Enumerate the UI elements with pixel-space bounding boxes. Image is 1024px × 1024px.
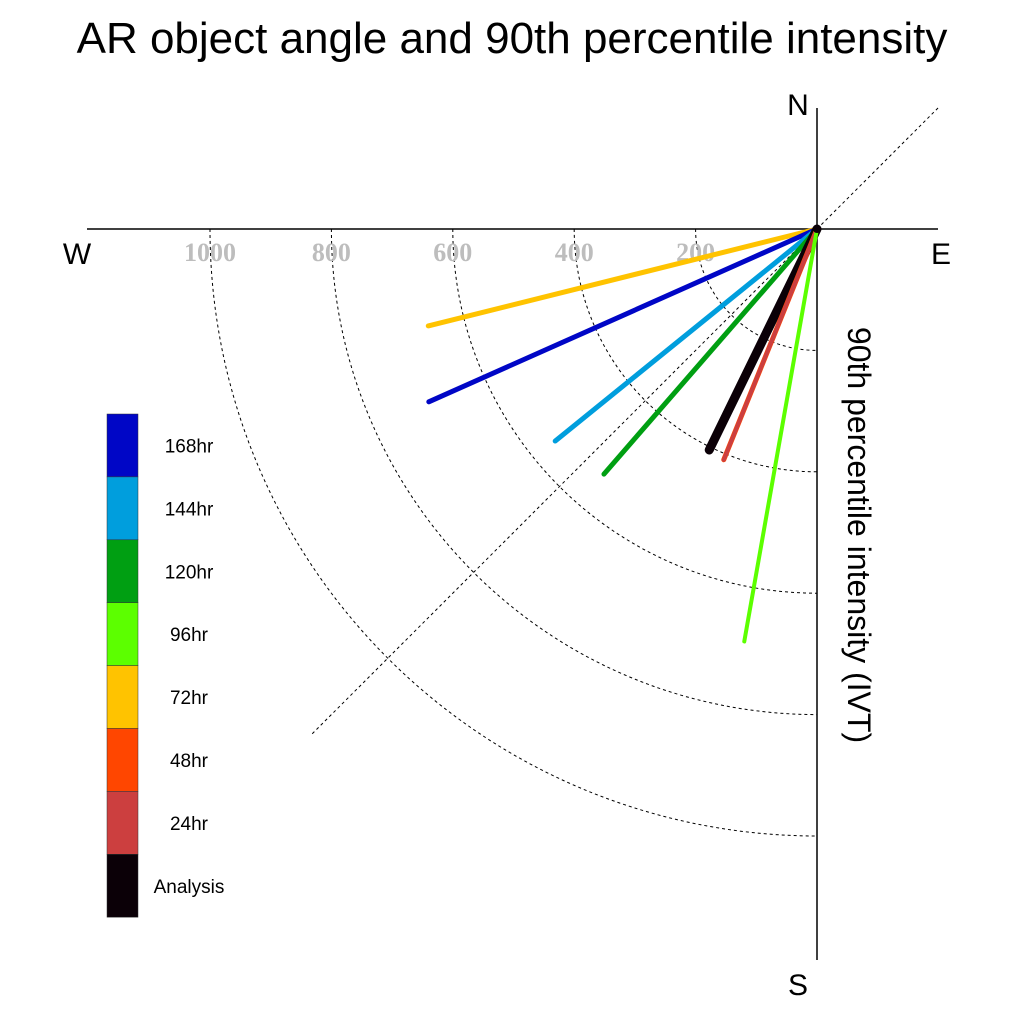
legend-swatch-24hr — [106, 791, 139, 855]
intensity-ring-200 — [695, 228, 818, 351]
legend-label-144hr: 144hr — [165, 499, 214, 520]
legend-swatch-72hr — [106, 665, 139, 729]
legend-label-analysis: Analysis — [154, 877, 225, 898]
legend-label-96hr: 96hr — [170, 625, 209, 646]
compass-east-label: E — [931, 238, 951, 271]
chart-title: AR object angle and 90th percentile inte… — [76, 14, 948, 63]
vector-72hr — [425, 226, 820, 329]
radial-tick-labels: 1000 800 600 400 200 — [184, 238, 715, 267]
legend: 168hr 144hr 120hr 96hr 72hr 48hr 24hr Analysis — [106, 413, 225, 918]
compass-north-label: N — [787, 89, 809, 122]
compass-west-label: W — [63, 238, 92, 271]
legend-label-24hr: 24hr — [170, 814, 209, 835]
legend-label-48hr: 48hr — [170, 751, 209, 772]
legend-label-120hr: 120hr — [165, 562, 214, 583]
reference-diagonal — [311, 105, 941, 735]
y-axis-label: 90th percentile intensity (IVT) — [841, 327, 877, 743]
legend-label-168hr: 168hr — [165, 436, 214, 457]
intensity-ring-1000 — [209, 228, 818, 837]
radial-tick-label: 800 — [312, 238, 351, 267]
series-vectors — [425, 224, 822, 644]
legend-swatch-144hr — [106, 476, 139, 541]
vector-120hr — [601, 226, 820, 477]
intensity-ring-800 — [330, 228, 818, 716]
legend-swatch-48hr — [106, 728, 139, 792]
vector-analysis — [704, 224, 822, 455]
intensity-ring-400 — [573, 228, 818, 473]
vector-168hr — [426, 226, 820, 405]
vector-144hr — [552, 226, 820, 444]
radial-tick-label: 1000 — [184, 238, 236, 267]
legend-swatch-analysis — [106, 854, 139, 918]
legend-swatch-96hr — [106, 602, 139, 666]
intensity-ring-600 — [452, 228, 818, 594]
vector-96hr — [742, 227, 819, 644]
legend-swatch-168hr — [106, 413, 139, 478]
legend-label-72hr: 72hr — [170, 688, 209, 709]
intensity-rings — [209, 228, 818, 837]
origin-point — [813, 225, 821, 233]
compass-south-label: S — [788, 969, 808, 1002]
radial-tick-label: 600 — [433, 238, 472, 267]
legend-swatch-120hr — [106, 539, 139, 603]
radial-tick-label: 400 — [555, 238, 594, 267]
vector-24hr — [721, 227, 819, 462]
